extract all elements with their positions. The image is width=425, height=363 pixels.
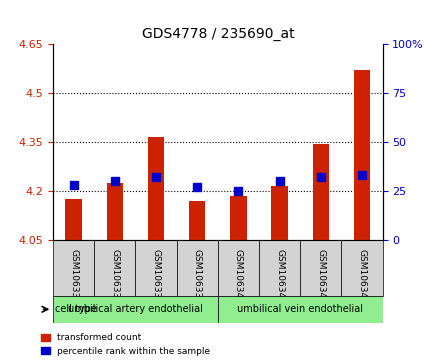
FancyBboxPatch shape xyxy=(53,295,218,323)
FancyBboxPatch shape xyxy=(218,295,382,323)
FancyBboxPatch shape xyxy=(53,240,94,295)
Text: GSM1063398: GSM1063398 xyxy=(152,249,161,309)
Bar xyxy=(271,186,288,240)
Text: GSM1063399: GSM1063399 xyxy=(193,249,202,309)
FancyBboxPatch shape xyxy=(136,240,177,295)
Text: GSM1063406: GSM1063406 xyxy=(275,249,284,309)
Bar xyxy=(312,144,329,240)
Text: umbilical vein endothelial: umbilical vein endothelial xyxy=(237,304,363,314)
Legend: transformed count, percentile rank within the sample: transformed count, percentile rank withi… xyxy=(39,331,213,359)
Bar xyxy=(148,137,164,240)
Text: GSM1063396: GSM1063396 xyxy=(69,249,78,309)
Bar xyxy=(65,199,82,240)
FancyBboxPatch shape xyxy=(177,240,218,295)
Bar xyxy=(189,201,205,240)
Text: umbilical artery endothelial: umbilical artery endothelial xyxy=(68,304,203,314)
Text: GSM1063405: GSM1063405 xyxy=(234,249,243,309)
FancyBboxPatch shape xyxy=(259,240,300,295)
FancyBboxPatch shape xyxy=(300,240,341,295)
Text: GSM1063407: GSM1063407 xyxy=(316,249,325,309)
FancyBboxPatch shape xyxy=(341,240,382,295)
Title: GDS4778 / 235690_at: GDS4778 / 235690_at xyxy=(142,27,294,41)
FancyBboxPatch shape xyxy=(218,240,259,295)
Bar xyxy=(230,196,246,240)
Bar xyxy=(107,183,123,240)
Text: cell type: cell type xyxy=(55,304,97,314)
Text: GSM1063408: GSM1063408 xyxy=(357,249,366,309)
Bar xyxy=(354,70,370,240)
Text: GSM1063397: GSM1063397 xyxy=(110,249,119,309)
FancyBboxPatch shape xyxy=(94,240,136,295)
